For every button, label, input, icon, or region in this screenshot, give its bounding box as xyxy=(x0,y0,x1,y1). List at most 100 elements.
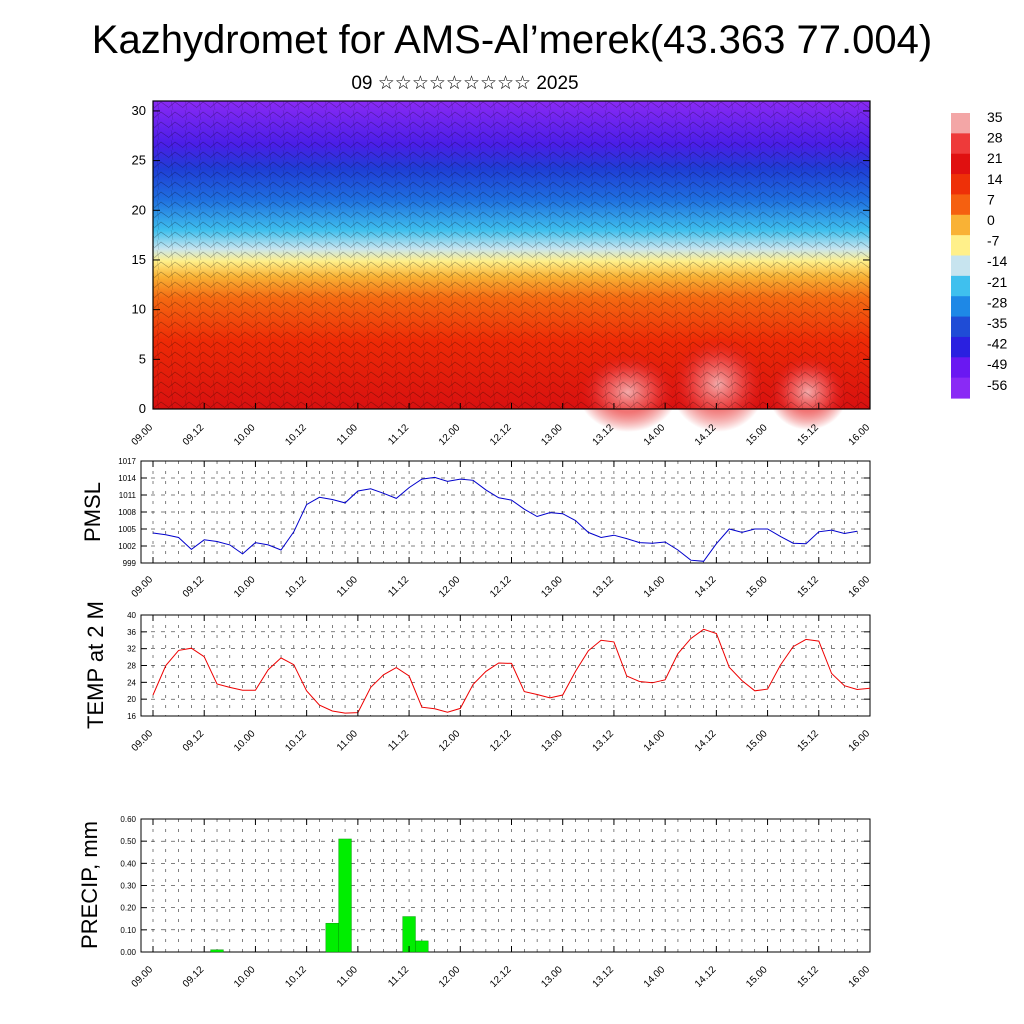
precip-y-tick-label: 0.50 xyxy=(120,837,136,846)
temp-x-tick-label: 12.00 xyxy=(437,728,463,754)
section-panel: 0 5 10 15 20 25 30 09.00 09.12 10.00 10.12 11.00 11… xyxy=(130,100,872,448)
pmsl-x-tick-label: 12.12 xyxy=(488,574,514,600)
section-x-tick-label: 12.00 xyxy=(437,422,463,448)
section-y-tick-label: 30 xyxy=(132,103,146,118)
pmsl-x-tick-label: 11.00 xyxy=(335,574,360,599)
colorbar-swatch xyxy=(951,214,970,236)
temp-x-tick-label: 16.00 xyxy=(847,728,873,754)
pmsl-y-tick-label: 1002 xyxy=(118,542,136,551)
pmsl-x-tick-label: 09.00 xyxy=(130,574,156,600)
temp-y-tick-label: 32 xyxy=(127,645,136,654)
pmsl-y-tick-label: 1014 xyxy=(118,474,136,483)
section-x-tick-label: 10.12 xyxy=(283,422,309,448)
colorbar-swatch xyxy=(951,133,970,155)
temp-x-tick-label: 10.00 xyxy=(232,728,258,754)
precip-bar xyxy=(338,838,352,953)
precip-x-tick-label: 13.12 xyxy=(591,964,617,990)
pmsl-y-tick-label: 1011 xyxy=(119,491,137,500)
colorbar-label: -35 xyxy=(987,315,1007,331)
temp-x-tick-label: 09.12 xyxy=(181,728,207,754)
precip-frame xyxy=(140,818,871,953)
precip-x-tick-label: 11.12 xyxy=(386,964,411,989)
temp-series-line xyxy=(152,628,871,714)
temp-x-tick-label: 10.12 xyxy=(283,728,309,754)
temp-y-tick-label: 36 xyxy=(127,628,136,637)
temp-x-tick-label: 15.12 xyxy=(795,728,821,754)
colorbar-label: 14 xyxy=(987,171,1003,187)
colorbar-label: -21 xyxy=(987,274,1007,290)
section-y-tick-label: 0 xyxy=(139,401,146,416)
section-y-tick-label: 20 xyxy=(132,202,146,217)
pmsl-x-tick-label: 13.12 xyxy=(591,574,617,600)
temp-frame xyxy=(140,614,871,717)
pmsl-panel: 999 1002 1005 1008 1011 1014 1017 09.00 09.12 10… xyxy=(80,457,872,600)
colorbar: 35 28 21 14 7 0 -7 -14 -21 -28 -35 -42 -49 -56 xyxy=(951,109,1007,399)
colorbar-swatch xyxy=(951,153,970,175)
temp-x-tick-label: 13.00 xyxy=(539,728,565,754)
precip-x-tick-label: 16.00 xyxy=(847,964,873,990)
colorbar-swatch xyxy=(951,357,970,379)
precip-x-tick-label: 15.00 xyxy=(744,964,770,990)
precip-x-tick-label: 09.00 xyxy=(130,964,156,990)
pmsl-x-tick-label: 10.12 xyxy=(283,574,309,600)
colorbar-label: 7 xyxy=(987,191,995,207)
precip-panel: 0.00 0.10 0.20 0.30 0.40 0.50 0.60 09.00 09.12 1… xyxy=(77,815,872,990)
colorbar-label: -7 xyxy=(987,233,1000,249)
precip-y-tick-label: 0.40 xyxy=(120,859,136,868)
pmsl-y-tick-label: 1017 xyxy=(118,457,136,466)
colorbar-swatch xyxy=(951,336,970,358)
pmsl-x-tick-label: 10.00 xyxy=(232,574,258,600)
section-x-tick-label: 09.00 xyxy=(130,422,156,448)
colorbar-swatch xyxy=(951,316,970,338)
temp-x-tick-label: 13.12 xyxy=(591,728,617,754)
colorbar-swatch xyxy=(951,255,970,277)
temp-x-tick-label: 09.00 xyxy=(130,728,156,754)
colorbar-swatch xyxy=(951,113,970,134)
precip-bar xyxy=(325,922,339,953)
precip-x-tick-label: 10.00 xyxy=(232,964,258,990)
precip-x-tick-label: 13.00 xyxy=(539,964,565,990)
section-x-tick-label: 11.00 xyxy=(335,422,360,447)
pmsl-x-tick-label: 15.00 xyxy=(744,574,770,600)
colorbar-label: -56 xyxy=(987,377,1007,393)
colorbar-swatch xyxy=(951,275,970,297)
precip-bar xyxy=(415,940,429,953)
section-y-tick-label: 5 xyxy=(139,351,146,366)
temp-x-tick-label: 15.00 xyxy=(744,728,770,754)
section-x-tick-label: 13.00 xyxy=(539,422,565,448)
colorbar-label: 35 xyxy=(987,109,1003,125)
temp-panel: 16 20 24 28 32 36 40 09.00 09.12 10.00 10.12 11.00… xyxy=(83,601,872,754)
wind-barbs-overlay xyxy=(153,101,870,409)
pmsl-x-tick-label: 16.00 xyxy=(847,574,873,600)
precip-bar xyxy=(210,949,224,953)
pmsl-x-tick-label: 14.12 xyxy=(693,574,719,600)
temp-y-tick-label: 40 xyxy=(127,611,136,620)
section-y-tick-label: 15 xyxy=(132,252,146,267)
precip-x-tick-label: 14.00 xyxy=(642,964,668,990)
section-x-tick-label: 10.00 xyxy=(232,422,258,448)
temp-y-tick-label: 16 xyxy=(127,712,136,721)
pmsl-y-tick-label: 1005 xyxy=(118,525,136,534)
pmsl-x-tick-label: 11.12 xyxy=(386,574,411,599)
temp-y-tick-label: 24 xyxy=(127,678,136,687)
precip-x-tick-label: 14.12 xyxy=(693,964,719,990)
precip-y-tick-label: 0.00 xyxy=(120,948,136,957)
section-x-tick-label: 12.12 xyxy=(488,422,514,448)
colorbar-label: -42 xyxy=(987,336,1007,352)
temp-x-tick-label: 14.12 xyxy=(693,728,719,754)
precip-y-tick-label: 0.10 xyxy=(120,926,136,935)
precip-y-tick-label: 0.60 xyxy=(120,815,136,824)
precip-x-tick-label: 15.12 xyxy=(795,964,821,990)
temp-y-tick-label: 20 xyxy=(127,695,136,704)
pmsl-x-tick-label: 09.12 xyxy=(181,574,207,600)
pmsl-y-tick-label: 999 xyxy=(123,559,137,568)
colorbar-swatch xyxy=(951,194,970,216)
precip-x-tick-label: 12.12 xyxy=(488,964,514,990)
pmsl-y-tick-label: 1008 xyxy=(118,508,136,517)
pmsl-series-line xyxy=(152,476,858,562)
section-x-tick-label: 15.00 xyxy=(744,422,770,448)
pmsl-x-tick-label: 15.12 xyxy=(795,574,821,600)
precip-x-tick-label: 09.12 xyxy=(181,964,207,990)
section-x-tick-label: 09.12 xyxy=(181,422,207,448)
